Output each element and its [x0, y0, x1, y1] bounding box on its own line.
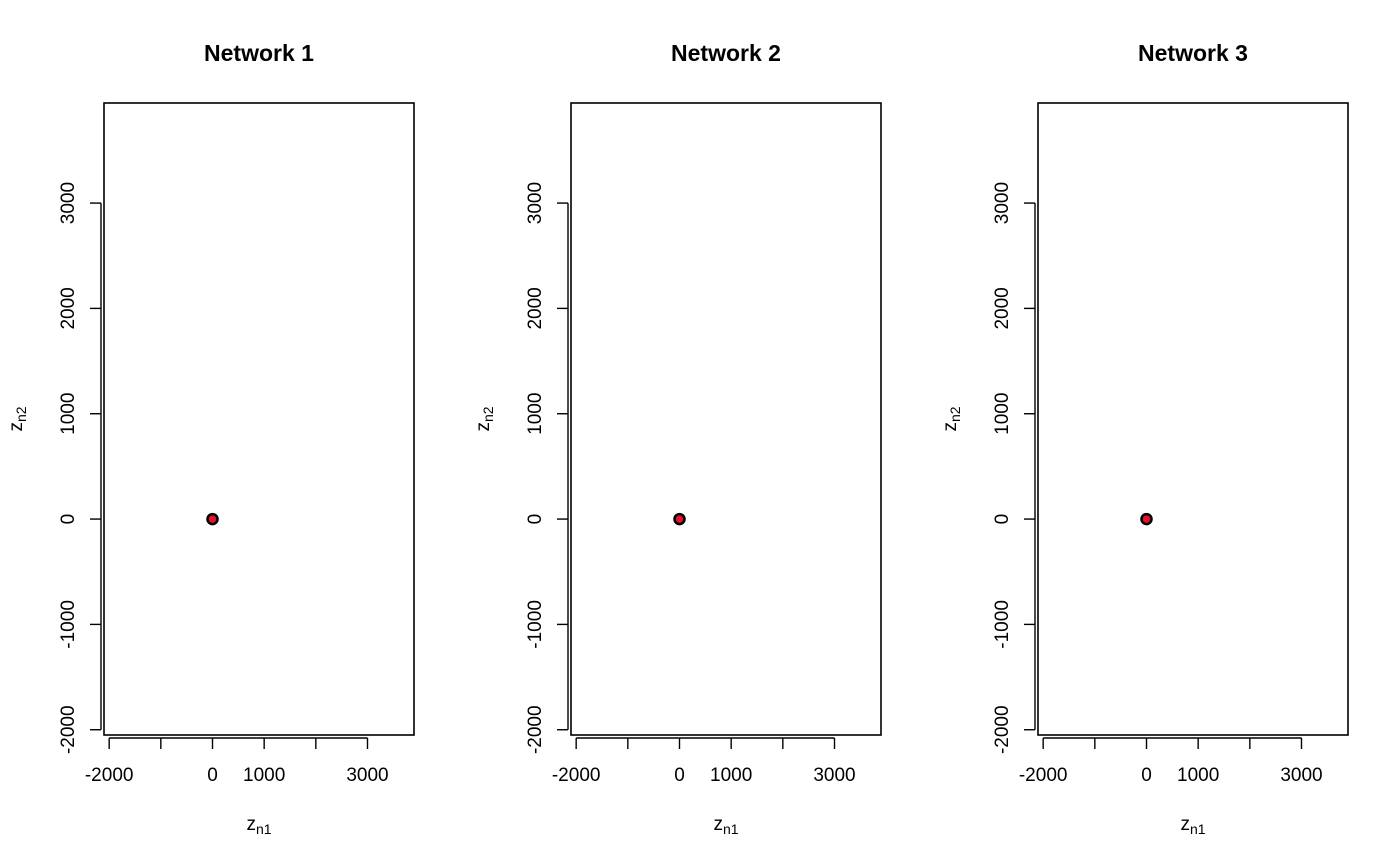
y-tick-label: 0: [525, 514, 546, 525]
x-tick-label: 1000: [710, 765, 752, 786]
x-axis-label: zn1: [1180, 814, 1205, 837]
x-tick-label: -2000: [552, 765, 601, 786]
y-axis-label-base: z: [6, 422, 27, 432]
y-tick-label: 1000: [992, 393, 1013, 435]
x-tick-label: 3000: [1280, 765, 1322, 786]
plot-frame: [570, 102, 882, 736]
panel-2: Network 2 -2000 0 1000 3000 -2000 -1000 0 1000 20…: [473, 40, 882, 837]
x-axis: -2000 0 1000 3000: [552, 737, 856, 786]
x-axis-label-subscript: n1: [1190, 821, 1206, 837]
x-tick-label: -2000: [1019, 765, 1068, 786]
y-tick-label: 2000: [992, 287, 1013, 329]
panel-title: Network 2: [671, 40, 781, 66]
y-tick-label: 2000: [58, 287, 79, 329]
x-tick-label: 3000: [813, 765, 855, 786]
x-axis-label: zn1: [713, 814, 738, 837]
y-tick-label: 1000: [525, 393, 546, 435]
y-tick-label: 1000: [58, 393, 79, 435]
y-axis-label-subscript: n2: [480, 406, 496, 422]
data-point: [673, 512, 686, 526]
panel-title: Network 3: [1138, 40, 1248, 66]
y-tick-label: 0: [992, 514, 1013, 525]
y-axis: -2000 -1000 0 1000 2000 3000: [525, 182, 569, 754]
x-tick-label: -2000: [85, 765, 134, 786]
x-tick-label: 3000: [346, 765, 388, 786]
y-axis: -2000 -1000 0 1000 2000 3000: [992, 182, 1036, 754]
x-axis: -2000 0 1000 3000: [1019, 737, 1323, 786]
y-tick-label: -2000: [58, 705, 79, 754]
y-axis-label-subscript: n2: [947, 406, 963, 422]
y-axis-label-subscript: n2: [13, 406, 29, 422]
panel-title: Network 1: [204, 40, 314, 66]
y-tick-label: -2000: [992, 705, 1013, 754]
x-tick-label: 0: [1141, 765, 1152, 786]
plot-frame: [1037, 102, 1349, 736]
panel-3: Network 3 -2000 0 1000 3000 -2000 -1000 0 1000 20…: [940, 40, 1349, 837]
x-tick-label: 0: [674, 765, 685, 786]
y-tick-label: -2000: [525, 705, 546, 754]
y-tick-label: 3000: [525, 182, 546, 224]
y-tick-label: 3000: [992, 182, 1013, 224]
x-axis-label: zn1: [246, 814, 271, 837]
y-tick-label: 0: [58, 514, 79, 525]
x-axis-label-subscript: n1: [723, 821, 739, 837]
plot-frame: [103, 102, 415, 736]
y-tick-label: 3000: [58, 182, 79, 224]
panel-1: Network 1 -2000 0 1000 3000 -2000 -1000 0 1000 20…: [6, 40, 415, 837]
y-axis-label-base: z: [940, 422, 961, 432]
x-axis-label-subscript: n1: [256, 821, 272, 837]
y-axis: -2000 -1000 0 1000 2000 3000: [58, 182, 102, 754]
x-tick-label: 1000: [243, 765, 285, 786]
x-axis-label-base: z: [713, 814, 723, 835]
y-axis-label-base: z: [473, 422, 494, 432]
y-axis-label: zn2: [473, 406, 496, 431]
data-point: [206, 512, 219, 526]
y-tick-label: -1000: [58, 600, 79, 649]
x-tick-label: 0: [207, 765, 218, 786]
x-axis-label-base: z: [246, 814, 256, 835]
data-point: [1140, 512, 1153, 526]
y-tick-label: -1000: [525, 600, 546, 649]
x-tick-label: 1000: [1177, 765, 1219, 786]
y-tick-label: -1000: [992, 600, 1013, 649]
y-axis-label: zn2: [6, 406, 29, 431]
x-axis: -2000 0 1000 3000: [85, 737, 389, 786]
y-tick-label: 2000: [525, 287, 546, 329]
y-axis-label: zn2: [940, 406, 963, 431]
x-axis-label-base: z: [1180, 814, 1190, 835]
